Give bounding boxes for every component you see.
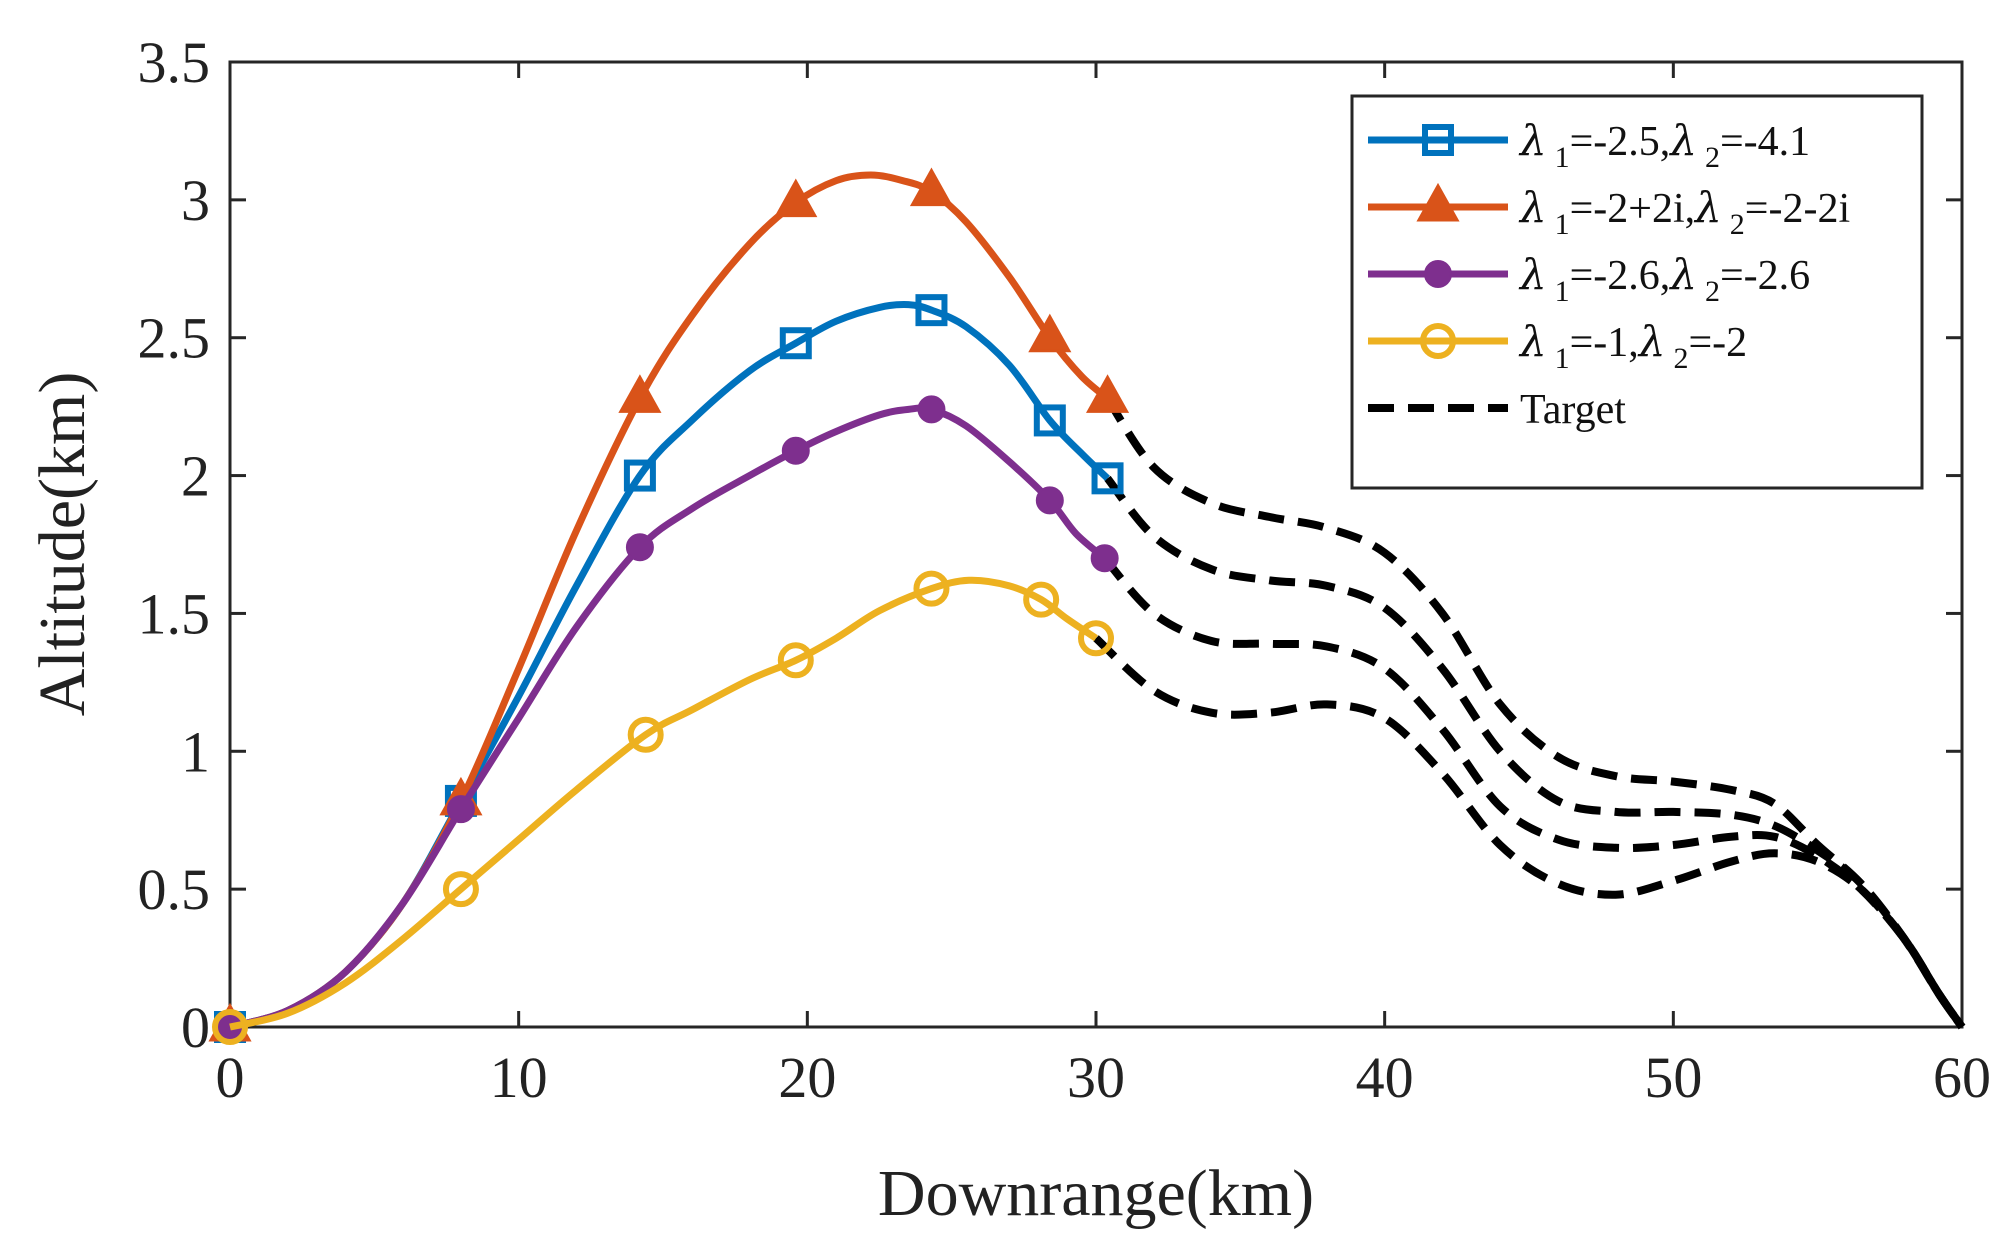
series-2-point xyxy=(1085,374,1130,413)
x-tick-label: 20 xyxy=(778,1045,836,1110)
series-3-point xyxy=(1035,486,1064,515)
series-3-point xyxy=(625,533,654,562)
series-line-4 xyxy=(229,576,1098,1031)
legend: λ 1=-2.5,λ 2=-4.1 λ 1=-2+2i,λ 2=-2-2i λ 1=-2.6,… xyxy=(1350,94,1924,490)
legend-box xyxy=(1350,94,1924,490)
series-4-point xyxy=(913,570,950,607)
legend-label: λ 1=-1,λ 2=-2 xyxy=(1518,317,1747,375)
y-tick-label: 0 xyxy=(181,995,210,1060)
y-axis-title: Altitude(km) xyxy=(26,372,99,717)
series-4-point xyxy=(1023,581,1060,618)
series-3-point xyxy=(1090,544,1119,573)
legend-entry: Target xyxy=(1368,387,1626,433)
legend-entry: λ 1=-1,λ 2=-2 xyxy=(1368,317,1747,375)
series-4-point xyxy=(1078,620,1114,657)
x-tick-label: 60 xyxy=(1933,1045,1991,1110)
series-4-point xyxy=(777,642,814,679)
series-2-point xyxy=(774,178,818,218)
x-tick-label: 0 xyxy=(216,1045,245,1110)
series-4-point xyxy=(627,716,664,753)
legend-marker xyxy=(1424,260,1452,288)
y-tick-label: 1 xyxy=(181,719,210,784)
target-line-1 xyxy=(1104,396,1966,1030)
legend-entry: λ 1=-2+2i,λ 2=-2-2i xyxy=(1368,182,1850,241)
series-3-point xyxy=(781,436,810,465)
x-tick-label: 40 xyxy=(1356,1045,1414,1110)
series-4-point xyxy=(442,871,479,908)
y-tick-label: 1.5 xyxy=(138,581,211,646)
legend-entry: λ 1=-2.5,λ 2=-4.1 xyxy=(1368,116,1810,174)
series-1-point xyxy=(915,294,948,327)
legend-label: λ 1=-2+2i,λ 2=-2-2i xyxy=(1518,183,1850,241)
legend-entry: λ 1=-2.6,λ 2=-2.6 xyxy=(1368,250,1810,308)
series-1-point xyxy=(779,327,812,360)
x-tick-label: 10 xyxy=(490,1045,548,1110)
legend-label: λ 1=-2.6,λ 2=-2.6 xyxy=(1518,250,1810,308)
series-3-point xyxy=(446,795,475,824)
y-tick-label: 2.5 xyxy=(138,306,211,371)
legend-label: λ 1=-2.5,λ 2=-4.1 xyxy=(1518,116,1810,174)
legend-label: Target xyxy=(1520,387,1626,433)
x-axis-title: Downrange(km) xyxy=(878,1157,1314,1230)
series-2-point xyxy=(1028,313,1072,353)
series-line-3 xyxy=(229,404,1107,1031)
legend-entries: λ 1=-2.5,λ 2=-4.1 λ 1=-2+2i,λ 2=-2-2i λ 1=-2.6,… xyxy=(1368,116,1850,433)
series-layer xyxy=(208,167,1966,1045)
legend-marker xyxy=(1422,124,1454,156)
x-tick-label: 50 xyxy=(1644,1045,1702,1110)
series-1-point xyxy=(1033,404,1066,437)
series-3-point xyxy=(917,395,946,424)
x-tick-label: 30 xyxy=(1067,1045,1125,1110)
y-tick-label: 0.5 xyxy=(138,857,211,922)
y-tick-label: 3.5 xyxy=(138,30,211,95)
series-2-point xyxy=(909,167,954,207)
axes-layer: 0 10 20 30 40 50 60 0 0.5 1 1.5 2 2.5 3 3.5 xyxy=(138,30,1992,1110)
legend-marker xyxy=(1416,182,1460,222)
series-2-point xyxy=(618,374,662,413)
target-line-4 xyxy=(1093,635,1966,1030)
y-tick-label: 3 xyxy=(181,168,210,233)
y-tick-label: 2 xyxy=(181,444,210,509)
legend-marker xyxy=(1420,323,1456,359)
series-1-point xyxy=(1091,462,1124,495)
series-1-point xyxy=(623,459,656,492)
series-4-point xyxy=(212,1009,248,1045)
